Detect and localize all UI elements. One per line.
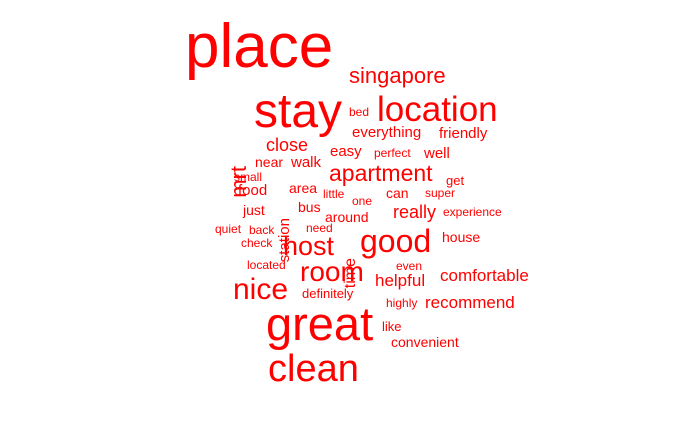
word-like: like [382,319,402,334]
word-little: little [323,187,345,201]
word-friendly: friendly [439,125,488,142]
word-area: area [289,180,318,196]
word-food: food [238,182,268,199]
word-bed: bed [349,105,370,119]
word-really: really [393,202,437,222]
word-check: check [241,236,273,250]
word-easy: easy [330,143,362,160]
word-recommend: recommend [425,293,515,312]
word-can: can [386,185,409,201]
word-walk: walk [291,154,322,171]
word-stay: stay [254,85,343,138]
word-located: located [247,258,286,272]
word-apartment: apartment [329,160,433,186]
word-nice: nice [233,273,289,306]
word-clean: clean [268,348,359,390]
word-host: host [283,231,335,261]
word-bus: bus [298,199,321,215]
word-comfortable: comfortable [440,266,529,285]
word-place: place [185,12,334,81]
word-definitely: definitely [302,286,354,301]
word-small: small [234,170,263,184]
word-room: room [300,256,364,287]
word-house: house [442,229,481,245]
word-great: great [266,297,374,350]
word-around: around [325,209,369,225]
word-convenient: convenient [391,334,459,350]
word-time: time [342,258,359,289]
word-near: near [255,154,284,170]
word-highly: highly [386,296,418,310]
word-just: just [243,202,265,218]
word-super: super [425,186,456,200]
word-singapore: singapore [349,63,446,88]
word-perfect: perfect [374,146,411,160]
word-location: location [377,90,498,129]
word-need: need [306,221,333,235]
word-one: one [352,194,373,208]
word-quiet: quiet [215,222,242,236]
word-well: well [424,145,450,162]
word-everything: everything [352,124,422,141]
word-experience: experience [443,205,502,219]
word-even: even [396,259,423,273]
word-back: back [249,223,275,237]
word-helpful: helpful [375,271,426,290]
word-station: station [276,218,293,263]
word-close: close [266,135,309,155]
word-get: get [446,173,465,188]
word-good: good [360,223,432,259]
